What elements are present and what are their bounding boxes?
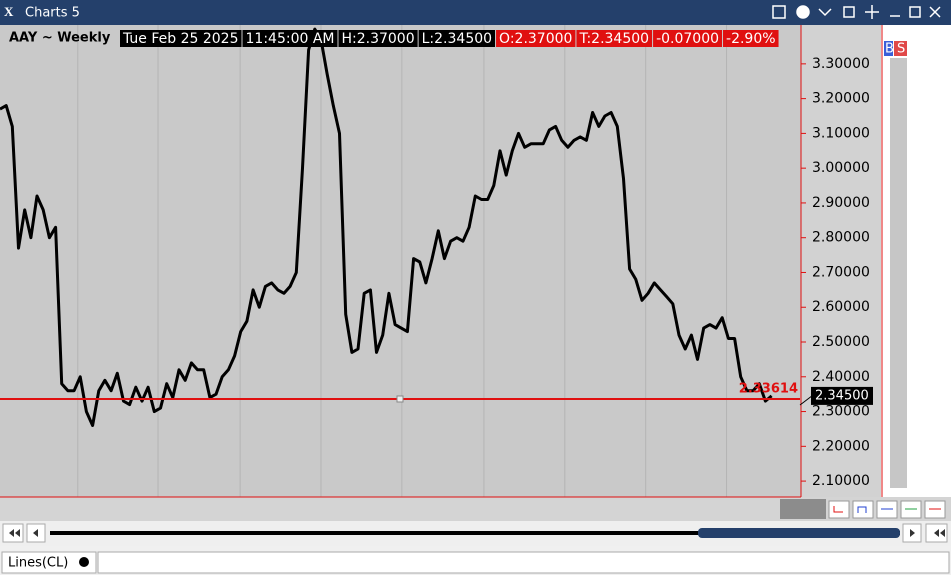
header-box xyxy=(338,30,418,47)
header-open: O:2.37000 xyxy=(499,31,572,47)
y-tick-label: 2.40000 xyxy=(812,369,870,385)
sell-label[interactable]: S xyxy=(897,42,905,57)
y-tick-label: 2.70000 xyxy=(812,264,870,280)
study-dot xyxy=(79,557,89,567)
reference-label: 2.33614 xyxy=(739,381,798,396)
header-high: H:2.37000 xyxy=(341,31,414,47)
y-axis-area xyxy=(801,25,881,497)
y-tick-label: 2.30000 xyxy=(812,404,870,420)
y-tick-label: 2.60000 xyxy=(812,299,870,315)
scroll-thumb[interactable] xyxy=(698,528,900,538)
plot: 2.33614 2.34500 xyxy=(0,27,873,427)
price-line xyxy=(0,27,773,427)
line-handle xyxy=(396,395,404,403)
header-low: L:2.34500 xyxy=(422,31,492,47)
buy-label[interactable]: B xyxy=(885,42,894,57)
header-box xyxy=(653,30,723,47)
title-bar xyxy=(0,0,951,25)
last-price-box xyxy=(811,386,873,405)
chart-header: AAY ~ Weekly Tue Feb 25 2025 11:45:00 AM H:… xyxy=(9,30,779,47)
y-tick-label: 2.90000 xyxy=(812,195,870,211)
y-tick-label: 2.50000 xyxy=(812,334,870,350)
header-box xyxy=(120,30,242,47)
study-label[interactable]: Lines(CL) xyxy=(8,556,68,571)
header-last: T:2.34500 xyxy=(578,31,649,47)
app-logo: X xyxy=(4,4,14,19)
y-tick-label: 3.30000 xyxy=(812,56,870,72)
header-change: -0.07000 xyxy=(656,31,719,47)
study-box[interactable] xyxy=(1,551,97,574)
header-box xyxy=(723,30,779,47)
y-tick-label: 2.20000 xyxy=(812,438,870,454)
axis-corner xyxy=(780,499,826,519)
last-price-label: 2.34500 xyxy=(815,388,869,403)
header-box xyxy=(576,30,653,47)
window-title: Charts 5 xyxy=(25,6,80,21)
y-tick-label: 2.80000 xyxy=(812,230,870,246)
buy-button[interactable] xyxy=(884,41,893,56)
y-tick-label: 3.10000 xyxy=(812,125,870,141)
window-controls[interactable] xyxy=(772,5,941,19)
y-tick-label: 3.20000 xyxy=(812,91,870,107)
tool-buttons[interactable] xyxy=(828,500,946,519)
header-box xyxy=(418,30,496,47)
status-field xyxy=(97,551,950,574)
y-tick-label: 2.10000 xyxy=(812,473,870,489)
header-change-pct: -2.90% xyxy=(726,31,776,47)
plot-background xyxy=(0,25,880,497)
header-time: 11:45:00 AM xyxy=(246,31,335,47)
side-strip xyxy=(890,58,907,488)
header-box xyxy=(242,30,338,47)
header-box xyxy=(496,30,576,47)
sell-button[interactable] xyxy=(894,41,907,56)
symbol: AAY ~ Weekly xyxy=(9,31,111,46)
header-date: Tue Feb 25 2025 xyxy=(122,31,239,47)
y-tick-label: 3.00000 xyxy=(812,160,870,176)
last-connector xyxy=(799,395,813,406)
